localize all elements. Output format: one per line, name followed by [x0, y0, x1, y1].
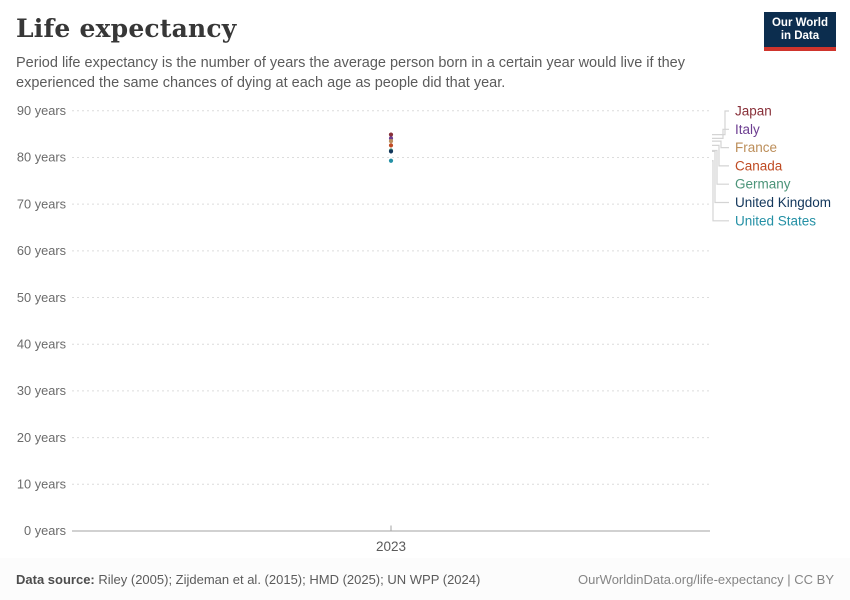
data-point-france[interactable] — [388, 139, 394, 144]
data-source-label: Data source: — [16, 571, 95, 587]
y-tick-label: 80 years — [17, 150, 66, 165]
owid-logo-line1: Our World — [771, 17, 828, 29]
legend-label-japan[interactable]: Japan — [735, 104, 772, 119]
chart-footer: Data source: Riley (2005); Zijdeman et a… — [0, 558, 850, 600]
y-tick-label: 10 years — [17, 477, 66, 492]
legend-label-italy[interactable]: Italy — [735, 122, 760, 137]
chart-subtitle: Period life expectancy is the number of … — [16, 55, 685, 91]
legend-connector-canada — [712, 144, 729, 167]
legend-connector-united-kingdom — [712, 150, 729, 204]
legend-connector-france — [712, 140, 729, 149]
data-source: Data source: Riley (2005); Zijdeman et a… — [16, 572, 480, 587]
citation-link[interactable]: OurWorldinData.org/life-expectancy | CC … — [577, 571, 834, 587]
legend-label-united-kingdom[interactable]: United Kingdom — [735, 195, 831, 210]
data-point-united-kingdom[interactable] — [388, 149, 394, 154]
y-tick-label: 40 years — [17, 336, 66, 351]
legend-label-germany[interactable]: Germany — [735, 177, 791, 192]
y-tick-label: 50 years — [17, 290, 66, 305]
y-tick-label: 20 years — [17, 430, 66, 445]
legend-label-france[interactable]: France — [735, 140, 777, 155]
owid-logo-line2: in Data — [780, 30, 820, 42]
y-tick-label: 0 years — [24, 523, 66, 538]
legend-label-united-states[interactable]: United States — [735, 213, 816, 228]
legend-connector-united-states — [712, 160, 729, 222]
y-tick-label: 70 years — [17, 196, 66, 211]
x-tick-label: 2023 — [376, 539, 406, 554]
legend-label-canada[interactable]: Canada — [735, 158, 783, 173]
page-title: Life expectancy — [16, 14, 237, 43]
data-point-japan[interactable] — [388, 132, 394, 137]
legend-connector-germany — [712, 149, 729, 185]
y-tick-label: 30 years — [17, 383, 66, 398]
y-tick-label: 90 years — [17, 103, 66, 118]
legend-connector-italy — [712, 128, 729, 139]
owid-logo[interactable]: Our World in Data — [763, 12, 836, 51]
data-source-text: Riley (2005); Zijdeman et al. (2015); HM… — [94, 571, 481, 587]
data-point-canada[interactable] — [388, 143, 394, 148]
legend-connector-japan — [712, 110, 729, 136]
data-point-united-states[interactable] — [388, 158, 394, 163]
y-tick-label: 60 years — [17, 243, 66, 258]
